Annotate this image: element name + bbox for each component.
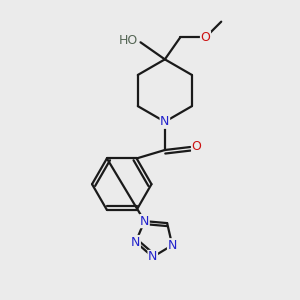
Text: O: O (192, 140, 202, 153)
Text: HO: HO (118, 34, 137, 47)
Text: O: O (200, 31, 210, 44)
Text: N: N (140, 214, 149, 228)
Text: N: N (168, 239, 177, 252)
Text: N: N (160, 115, 170, 128)
Text: N: N (148, 250, 158, 263)
Text: N: N (131, 236, 140, 248)
